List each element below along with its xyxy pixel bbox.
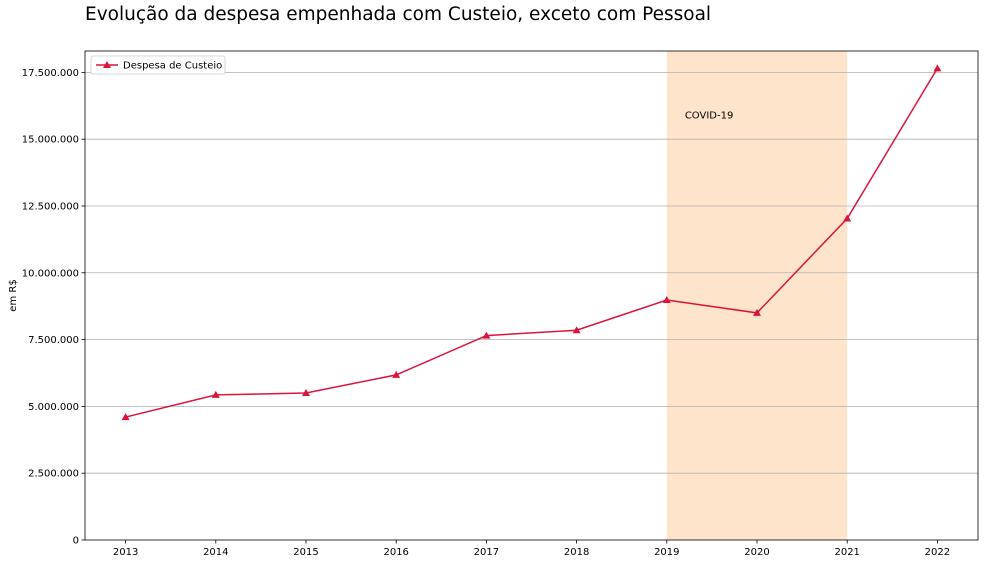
data-point-marker bbox=[753, 308, 762, 316]
data-point-marker bbox=[482, 331, 491, 339]
y-tick-label: 5.000.000 bbox=[28, 402, 79, 413]
y-tick-label: 17.500.000 bbox=[22, 68, 79, 79]
covid-highlight-band bbox=[666, 51, 848, 540]
data-point-marker bbox=[211, 390, 220, 398]
y-tick-label: 12.500.000 bbox=[22, 201, 79, 212]
y-tick-label: 2.500.000 bbox=[28, 469, 79, 480]
x-tick-label: 2020 bbox=[744, 547, 769, 558]
x-tick-label: 2019 bbox=[654, 547, 679, 558]
x-tick-label: 2014 bbox=[203, 547, 228, 558]
series-line bbox=[125, 68, 939, 418]
legend-marker bbox=[103, 61, 111, 68]
x-tick-label: 2018 bbox=[564, 547, 589, 558]
data-point-marker bbox=[301, 389, 310, 397]
x-tick-label: 2013 bbox=[113, 547, 138, 558]
legend-label: Despesa de Custeio bbox=[123, 61, 222, 72]
data-point-marker bbox=[662, 296, 671, 304]
y-axis-label: em R$ bbox=[8, 279, 19, 311]
chart-title: Evolução da despesa empenhada com Custei… bbox=[85, 4, 712, 25]
y-tick-label: 15.000.000 bbox=[22, 135, 79, 146]
y-tick-label: 7.500.000 bbox=[28, 335, 79, 346]
data-point-marker bbox=[121, 413, 130, 421]
x-tick-label: 2021 bbox=[834, 547, 859, 558]
y-tick-label: 0 bbox=[73, 536, 79, 547]
x-tick-label: 2015 bbox=[293, 547, 318, 558]
y-tick-label: 10.000.000 bbox=[22, 268, 79, 279]
data-point-marker bbox=[933, 64, 942, 72]
covid-annotation: COVID-19 bbox=[685, 111, 734, 122]
legend-box bbox=[90, 55, 226, 75]
data-point-marker bbox=[843, 214, 852, 222]
x-tick-label: 2016 bbox=[383, 547, 408, 558]
x-tick-label: 2022 bbox=[925, 547, 950, 558]
x-tick-label: 2017 bbox=[474, 547, 499, 558]
data-point-marker bbox=[572, 326, 581, 334]
plot-frame bbox=[84, 50, 979, 541]
data-point-marker bbox=[392, 370, 401, 378]
